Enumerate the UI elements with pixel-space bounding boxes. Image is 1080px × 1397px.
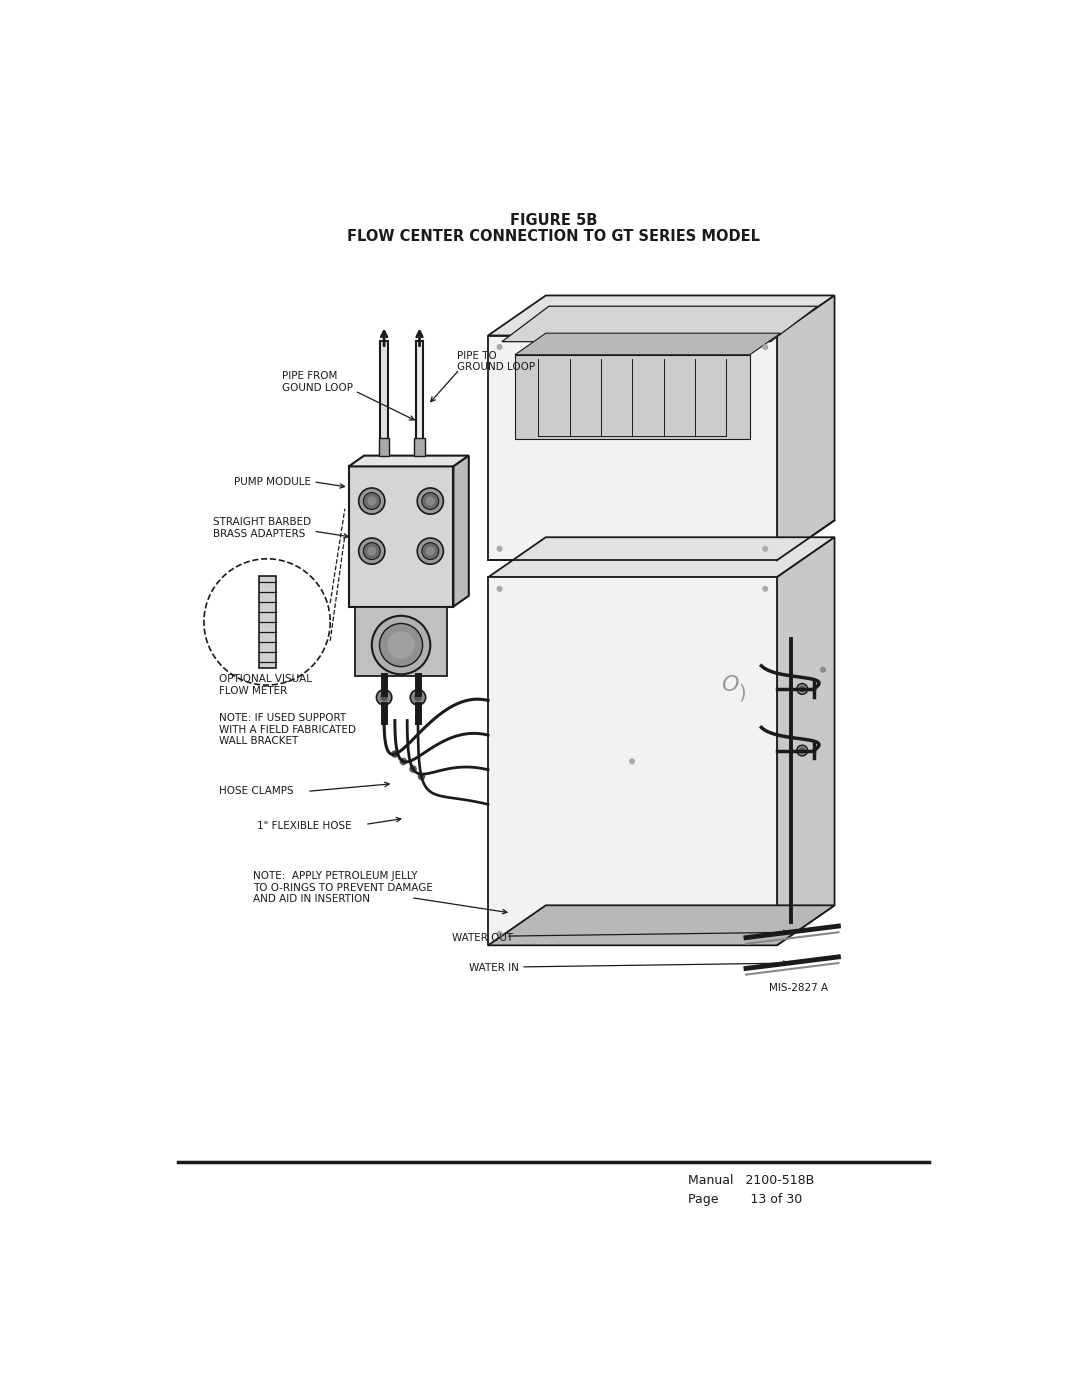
Text: WATER IN: WATER IN	[469, 964, 518, 974]
Text: FIGURE 5B: FIGURE 5B	[510, 212, 597, 228]
Text: PIPE TO
GROUND LOOP: PIPE TO GROUND LOOP	[457, 351, 536, 373]
Circle shape	[367, 546, 377, 556]
Polygon shape	[355, 606, 447, 676]
Text: ): )	[739, 683, 746, 703]
Text: Page        13 of 30: Page 13 of 30	[688, 1193, 802, 1206]
Polygon shape	[416, 341, 423, 451]
Polygon shape	[488, 295, 835, 335]
Circle shape	[630, 759, 634, 764]
Circle shape	[497, 587, 502, 591]
Circle shape	[372, 616, 430, 675]
Circle shape	[497, 932, 502, 936]
Circle shape	[410, 766, 416, 773]
Polygon shape	[379, 437, 390, 455]
Circle shape	[363, 542, 380, 560]
Circle shape	[377, 690, 392, 705]
Polygon shape	[777, 295, 835, 560]
Polygon shape	[414, 437, 424, 455]
Circle shape	[414, 693, 422, 701]
Text: STRAIGHT BARBED
BRASS ADAPTERS: STRAIGHT BARBED BRASS ADAPTERS	[213, 517, 311, 539]
Circle shape	[762, 345, 768, 349]
Polygon shape	[349, 467, 454, 606]
Circle shape	[410, 690, 426, 705]
Circle shape	[426, 496, 435, 506]
Circle shape	[799, 686, 806, 692]
Circle shape	[821, 668, 825, 672]
Circle shape	[417, 538, 444, 564]
Polygon shape	[515, 334, 781, 355]
Circle shape	[359, 538, 384, 564]
Text: FLOW CENTER CONNECTION TO GT SERIES MODEL: FLOW CENTER CONNECTION TO GT SERIES MODE…	[347, 229, 760, 244]
Text: PUMP MODULE: PUMP MODULE	[234, 476, 311, 486]
Circle shape	[762, 932, 768, 936]
Polygon shape	[488, 905, 835, 946]
Circle shape	[359, 488, 384, 514]
Circle shape	[417, 488, 444, 514]
Circle shape	[379, 623, 422, 666]
Polygon shape	[380, 341, 388, 451]
Circle shape	[387, 631, 415, 659]
Polygon shape	[502, 306, 818, 342]
Circle shape	[497, 546, 502, 550]
Text: OPTIONAL VISUAL
FLOW METER: OPTIONAL VISUAL FLOW METER	[218, 675, 311, 696]
Circle shape	[426, 546, 435, 556]
Circle shape	[497, 345, 502, 349]
Polygon shape	[488, 335, 777, 560]
Circle shape	[762, 587, 768, 591]
Circle shape	[797, 745, 808, 756]
Polygon shape	[515, 355, 750, 440]
Circle shape	[401, 759, 406, 764]
Polygon shape	[777, 538, 835, 946]
Circle shape	[762, 546, 768, 550]
Polygon shape	[258, 576, 275, 668]
Text: HOSE CLAMPS: HOSE CLAMPS	[218, 787, 293, 796]
Text: PIPE FROM
GOUND LOOP: PIPE FROM GOUND LOOP	[282, 370, 353, 393]
Circle shape	[422, 493, 438, 510]
Text: WATER OUT: WATER OUT	[451, 933, 513, 943]
Circle shape	[363, 493, 380, 510]
Polygon shape	[454, 455, 469, 606]
Text: 1" FLEXIBLE HOSE: 1" FLEXIBLE HOSE	[257, 821, 352, 831]
Text: MIS-2827 A: MIS-2827 A	[769, 982, 828, 993]
Text: NOTE: IF USED SUPPORT
WITH A FIELD FABRICATED
WALL BRACKET: NOTE: IF USED SUPPORT WITH A FIELD FABRI…	[218, 712, 355, 746]
Circle shape	[422, 542, 438, 560]
Polygon shape	[488, 577, 777, 946]
Circle shape	[367, 496, 377, 506]
Circle shape	[799, 747, 806, 753]
Text: Manual   2100-518B: Manual 2100-518B	[688, 1173, 814, 1186]
Text: NOTE:  APPLY PETROLEUM JELLY
TO O-RINGS TO PREVENT DAMAGE
AND AID IN INSERTION: NOTE: APPLY PETROLEUM JELLY TO O-RINGS T…	[253, 870, 433, 904]
Circle shape	[380, 693, 388, 701]
Circle shape	[797, 683, 808, 694]
Circle shape	[418, 774, 424, 780]
Text: $O$: $O$	[721, 675, 740, 696]
Polygon shape	[488, 538, 835, 577]
Polygon shape	[349, 455, 469, 467]
Circle shape	[392, 752, 399, 757]
